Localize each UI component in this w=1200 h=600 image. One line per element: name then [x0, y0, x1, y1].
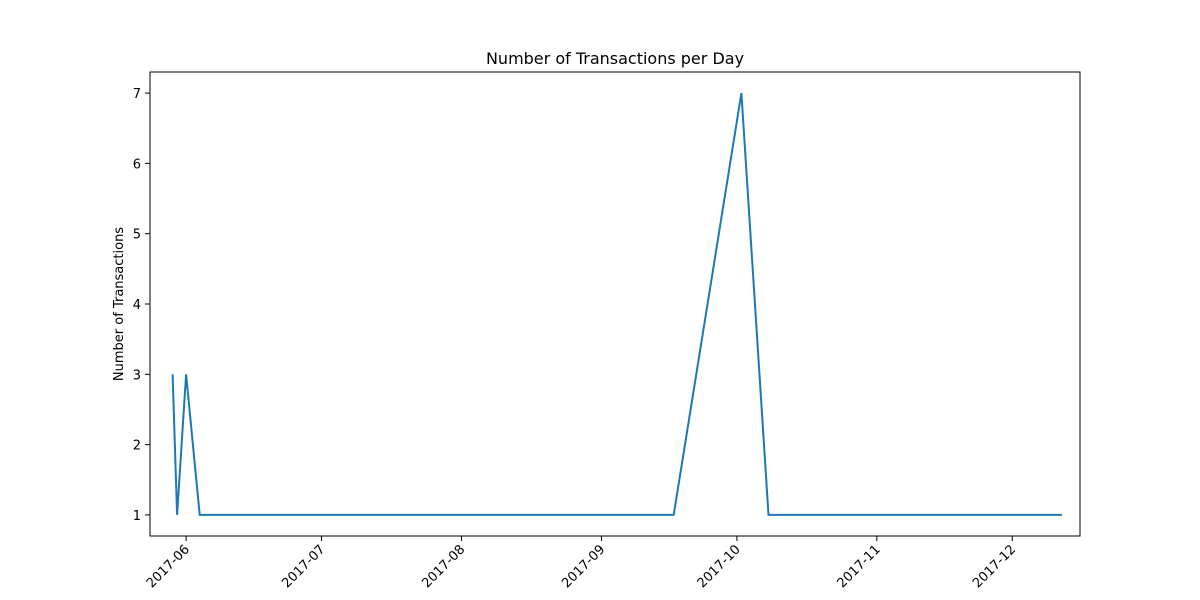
y-tick-label: 6	[133, 157, 141, 172]
y-tick-label: 5	[133, 228, 141, 243]
y-axis: 1 2 3 4 5 6 7	[133, 87, 150, 524]
plot-frame	[149, 71, 1081, 537]
y-tick-label: 4	[133, 298, 141, 313]
y-tick-label: 1	[133, 509, 141, 524]
series-line	[171, 92, 1062, 516]
y-tick-label: 7	[133, 87, 141, 102]
chart-title: Number of Transactions per Day	[486, 49, 744, 68]
y-axis-label: Number of Transactions	[112, 227, 127, 381]
y-tick-label: 3	[133, 368, 141, 383]
y-tick-label: 2	[133, 439, 141, 454]
